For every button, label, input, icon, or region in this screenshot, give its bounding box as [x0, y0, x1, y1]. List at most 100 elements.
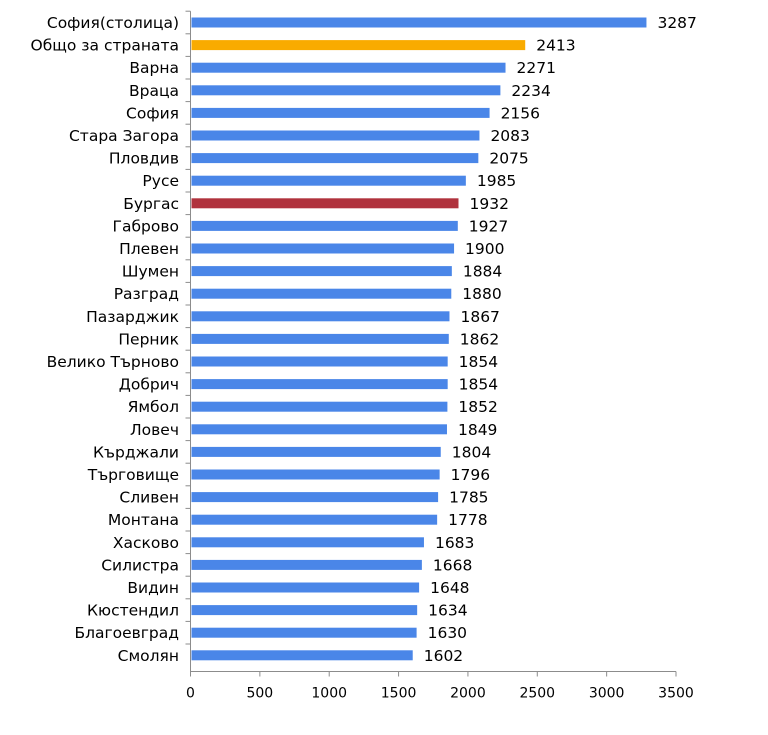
- bar: [191, 130, 480, 141]
- bar: [191, 266, 452, 277]
- data-label: 1854: [459, 353, 498, 371]
- bar: [191, 288, 452, 299]
- category-label: Варна: [129, 59, 179, 77]
- bar: [191, 469, 440, 480]
- category-label: Ямбол: [128, 398, 179, 416]
- category-label: Видин: [127, 579, 179, 597]
- bar: [191, 537, 424, 548]
- category-label: Разград: [114, 285, 179, 303]
- data-label: 1785: [449, 489, 488, 507]
- x-tick-label: 500: [246, 686, 273, 702]
- category-label: Пловдив: [109, 150, 179, 168]
- category-label: Бургас: [123, 195, 179, 213]
- x-tick-label: 2000: [450, 686, 486, 702]
- category-labels-group: София(столица) Общо за страната Варна Враца…: [31, 14, 179, 665]
- category-label: Велико Търново: [47, 353, 179, 371]
- bar: [191, 650, 413, 661]
- category-label: Смолян: [118, 647, 179, 665]
- category-label: Враца: [129, 82, 179, 100]
- category-label: Стара Загора: [69, 127, 179, 145]
- category-label: Русе: [142, 172, 179, 190]
- bar: [191, 40, 526, 51]
- data-label: 3287: [657, 14, 696, 32]
- data-label: 1927: [469, 217, 508, 235]
- category-label: Кюстендил: [87, 602, 179, 620]
- data-label: 1778: [448, 511, 487, 529]
- bar: [191, 401, 448, 412]
- data-label: 2156: [501, 104, 540, 122]
- bars-group: [191, 17, 647, 661]
- x-tick-label: 3500: [658, 686, 694, 702]
- bar: [191, 356, 448, 367]
- x-tick-label: 1500: [381, 686, 417, 702]
- data-label: 2234: [511, 82, 550, 100]
- category-label: Габрово: [113, 217, 179, 235]
- category-label: Добрич: [119, 376, 179, 394]
- data-label: 1867: [460, 308, 499, 326]
- bar: [191, 492, 439, 503]
- category-label: Хасково: [113, 534, 179, 552]
- category-label: Общо за страната: [31, 37, 179, 55]
- category-label: Перник: [118, 330, 179, 348]
- bar: [191, 243, 455, 254]
- x-tick-label: 2500: [519, 686, 555, 702]
- data-label: 1849: [458, 421, 497, 439]
- x-tick-label: 0: [186, 686, 195, 702]
- data-label: 1602: [424, 647, 463, 665]
- axes-group: 0 500 1000 1500 2000 2500 3000 3500: [185, 10, 694, 702]
- bar: [191, 153, 479, 164]
- category-label: София(столица): [47, 14, 179, 32]
- data-label: 1804: [452, 443, 491, 461]
- bar: [191, 198, 459, 209]
- data-label: 1932: [469, 195, 508, 213]
- data-label: 1884: [463, 263, 502, 281]
- bar: [191, 62, 506, 73]
- value-labels-group: 3287 2413 2271 2234 2156 2083 2075 1985 1932 1927…: [424, 14, 697, 665]
- bar: [191, 446, 441, 457]
- category-label: Монтана: [108, 511, 179, 529]
- bar: [191, 220, 458, 231]
- data-label: 1648: [430, 579, 469, 597]
- category-label: Пазарджик: [86, 308, 179, 326]
- data-label: 2413: [536, 37, 575, 55]
- bar: [191, 311, 450, 322]
- bar: [191, 627, 417, 638]
- category-label: Силистра: [101, 556, 179, 574]
- data-label: 1985: [477, 172, 516, 190]
- bar: [191, 107, 490, 118]
- data-label: 1796: [451, 466, 490, 484]
- bar: [191, 582, 420, 593]
- bar: [191, 333, 449, 344]
- bar: [191, 605, 418, 616]
- bar: [191, 559, 422, 570]
- bar: [191, 17, 647, 28]
- data-label: 1862: [460, 330, 499, 348]
- bar: [191, 85, 501, 96]
- bar: [191, 379, 448, 390]
- data-label: 1683: [435, 534, 474, 552]
- category-label: Сливен: [119, 489, 179, 507]
- data-label: 1634: [428, 602, 467, 620]
- bar: [191, 424, 447, 435]
- category-label: Плевен: [119, 240, 179, 258]
- category-label: Шумен: [122, 263, 179, 281]
- data-label: 2083: [490, 127, 529, 145]
- data-label: 1854: [459, 376, 498, 394]
- data-label: 1668: [433, 556, 472, 574]
- data-label: 2075: [489, 150, 528, 168]
- data-label: 1630: [428, 624, 467, 642]
- category-label: Търговище: [87, 466, 179, 484]
- x-tick-label: 1000: [311, 686, 347, 702]
- data-label: 1900: [465, 240, 504, 258]
- data-label: 1852: [458, 398, 497, 416]
- x-tick-label: 3000: [589, 686, 625, 702]
- data-label: 2271: [517, 59, 556, 77]
- bar: [191, 514, 438, 525]
- category-label: Кърджали: [93, 443, 179, 461]
- data-label: 1880: [462, 285, 501, 303]
- bar: [191, 175, 466, 186]
- category-label: София: [126, 104, 179, 122]
- category-label: Благоевград: [74, 624, 179, 642]
- category-label: Ловеч: [130, 421, 179, 439]
